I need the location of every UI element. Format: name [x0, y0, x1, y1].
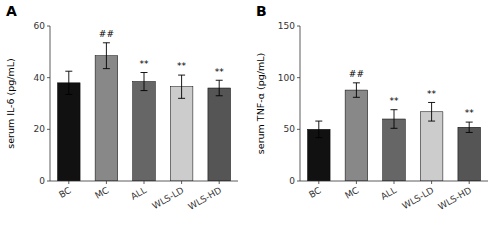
chart-svg: ##******0204060BCMCALLWLS-LDWLS-HDserum …	[0, 0, 500, 227]
x-tick-label: BC	[307, 185, 323, 200]
bar	[458, 127, 481, 181]
x-tick	[219, 181, 220, 184]
annotation: **	[465, 108, 475, 118]
y-tick-label: 0	[39, 176, 45, 186]
x-tick-label: MC	[93, 185, 110, 201]
y-tick	[47, 181, 50, 182]
y-tick	[47, 26, 50, 27]
annotation: **	[427, 89, 437, 99]
y-tick-label: 50	[284, 124, 296, 134]
x-tick	[469, 181, 470, 184]
error-bar	[315, 121, 322, 138]
x-tick-label: ALL	[129, 185, 148, 202]
panel: ## ** ** ** 0 20 40 60 BC MC ALLWLS-LDWLS-HD serum …	[5, 3, 238, 212]
error-bar	[428, 102, 435, 121]
y-axis	[300, 26, 301, 181]
error-bar	[103, 43, 110, 69]
y-tick	[47, 129, 50, 130]
bar	[208, 88, 231, 181]
y-tick-label: 20	[34, 124, 46, 134]
marks	[308, 83, 481, 181]
x-tick	[68, 181, 69, 184]
error-bar	[216, 80, 223, 96]
annotation: **	[140, 59, 150, 69]
y-tick-label: 40	[34, 73, 46, 83]
x-tick	[318, 181, 319, 184]
bar	[383, 119, 406, 181]
y-tick	[47, 77, 50, 78]
x-tick	[181, 181, 182, 184]
x-tick-label: WLS-LD	[400, 185, 435, 211]
bar	[95, 56, 118, 181]
x-tick	[356, 181, 357, 184]
x-tick	[394, 181, 395, 184]
chart-container: ##******0204060BCMCALLWLS-LDWLS-HDserum …	[0, 0, 500, 227]
error-bar	[353, 83, 360, 97]
y-tick-label: 60	[34, 21, 46, 31]
error-bar	[141, 73, 148, 91]
x-tick	[431, 181, 432, 184]
panel: ## ** ** ** 0 50 100 150 BC MC ALLWLS-LDWLS-HD seru…	[255, 3, 488, 212]
annotation: **	[177, 61, 187, 71]
x-tick-label: ALL	[379, 185, 398, 202]
error-bar	[391, 110, 398, 129]
error-bar	[178, 75, 185, 98]
x-tick-label: WLS-LD	[150, 185, 185, 211]
x-tick-label: WLS-HD	[437, 185, 474, 212]
annotation: **	[215, 67, 225, 77]
y-tick	[297, 77, 300, 78]
annotation: ##	[99, 29, 114, 39]
annotation: ##	[349, 69, 364, 79]
y-axis	[50, 26, 51, 181]
x-tick-label: WLS-HD	[187, 185, 224, 212]
bar	[58, 83, 81, 181]
bar	[420, 112, 443, 181]
bar	[170, 87, 193, 181]
y-tick	[297, 26, 300, 27]
y-axis-label: serum TNF-α (pg/mL)	[255, 53, 266, 154]
y-axis-label: serum IL-6 (pg/mL)	[5, 58, 16, 149]
y-tick	[297, 181, 300, 182]
x-tick	[106, 181, 107, 184]
marks	[58, 43, 231, 181]
panel-label: B	[256, 3, 267, 19]
x-tick-label: MC	[343, 185, 360, 201]
error-bar	[65, 71, 72, 94]
x-tick-label: BC	[57, 185, 73, 200]
y-tick-label: 0	[289, 176, 295, 186]
bar	[345, 90, 368, 181]
error-bar	[466, 122, 473, 132]
x-tick	[144, 181, 145, 184]
y-tick-label: 100	[278, 73, 295, 83]
y-tick	[297, 129, 300, 130]
annotation: **	[390, 96, 400, 106]
bar	[133, 82, 156, 181]
panel-label: A	[6, 3, 17, 19]
y-tick-label: 150	[278, 21, 295, 31]
